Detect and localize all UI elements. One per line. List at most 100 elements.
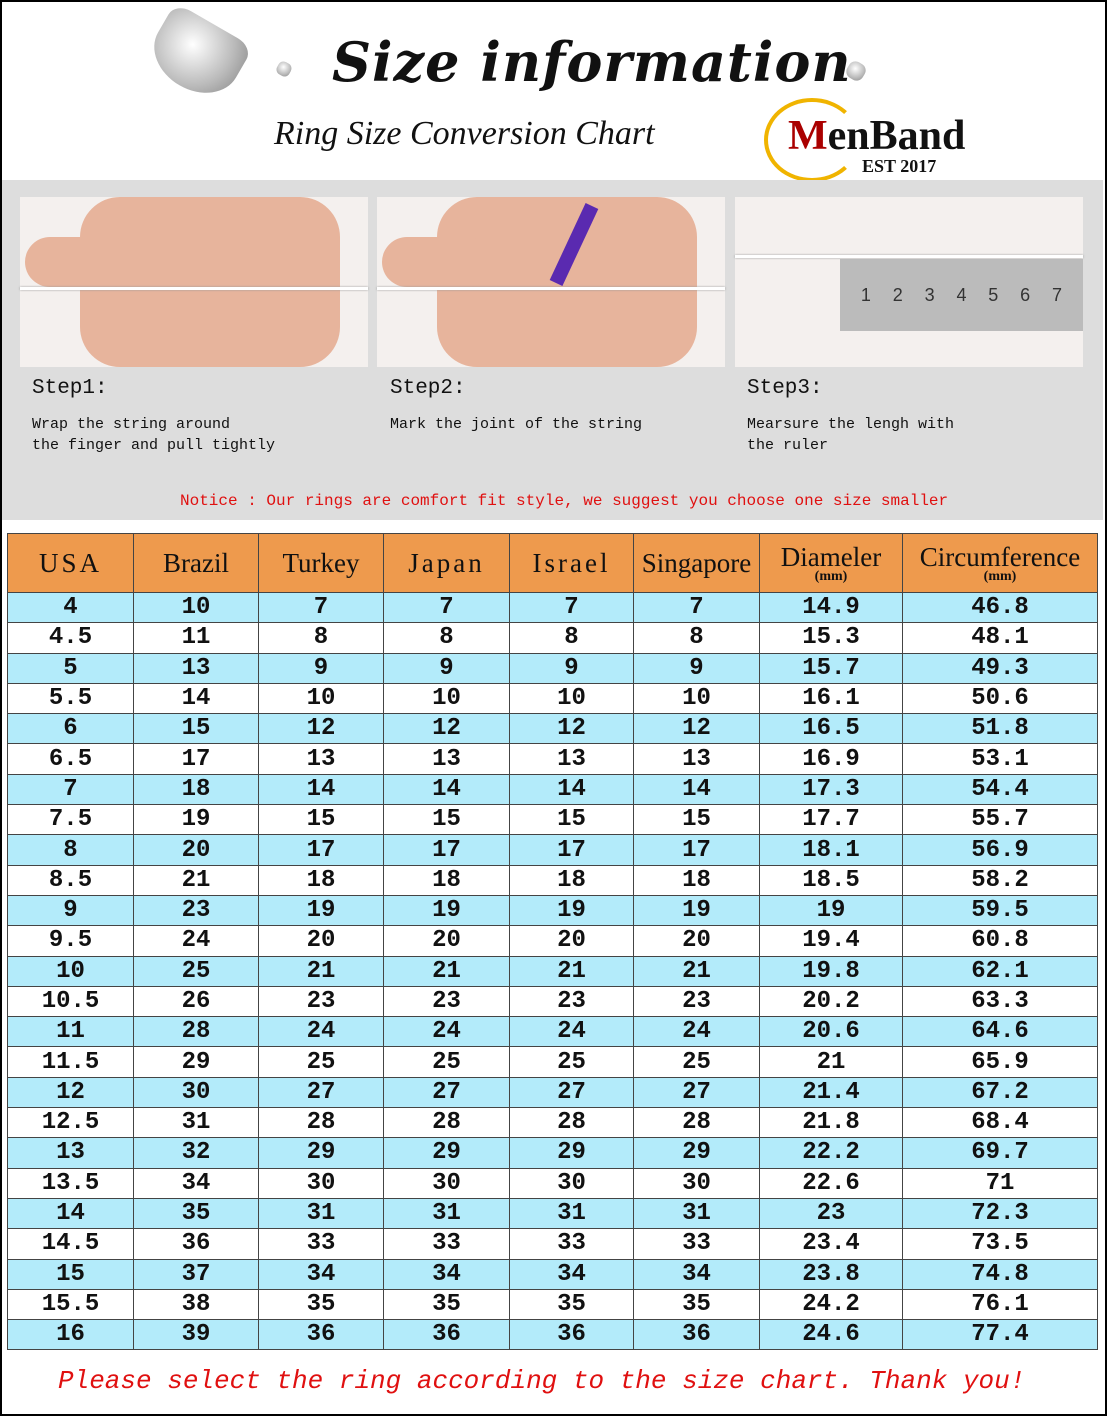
- table-cell: 21: [633, 956, 759, 986]
- table-cell: 25: [133, 956, 258, 986]
- table-cell: 24.2: [759, 1289, 902, 1320]
- table-cell: 5.5: [7, 683, 133, 714]
- table-cell: 8: [383, 623, 509, 653]
- step2-text: Mark the joint of the string: [390, 416, 643, 433]
- table-cell: 29: [133, 1047, 258, 1077]
- table-cell: 14: [7, 1198, 133, 1229]
- column-header-label: Circumference: [919, 542, 1081, 572]
- table-cell: 19: [383, 895, 509, 926]
- table-cell: 5: [7, 653, 133, 683]
- table-row: 7.5 19 15 15 15 15 17.7 55.7: [7, 805, 1098, 836]
- table-cell: 14: [633, 774, 759, 805]
- table-cell: 10: [633, 683, 759, 714]
- table-cell: 20.2: [759, 986, 902, 1017]
- table-cell: 14.5: [7, 1229, 133, 1259]
- table-cell: 36: [383, 1320, 509, 1350]
- table-cell: 16.5: [759, 714, 902, 744]
- table-cell: 18: [133, 774, 258, 805]
- page-subtitle: Ring Size Conversion Chart: [274, 115, 655, 152]
- table-row: 11 28 24 24 24 24 20.6 64.6: [7, 1017, 1098, 1048]
- table-cell: 28: [509, 1108, 633, 1138]
- table-cell: 32: [133, 1138, 258, 1168]
- step1-text: Wrap the string around the finger and pu…: [32, 416, 276, 454]
- table-cell: 28: [383, 1108, 509, 1138]
- table-cell: 31: [258, 1198, 383, 1229]
- table-row: 10 25 21 21 21 21 19.8 62.1: [7, 956, 1098, 987]
- table-cell: 12: [509, 714, 633, 744]
- table-row: 9.5 24 20 20 20 20 19.4 60.8: [7, 926, 1098, 957]
- table-cell: 18: [383, 865, 509, 895]
- table-cell: 31: [509, 1198, 633, 1229]
- table-cell: 29: [633, 1138, 759, 1168]
- table-row: 10.5 26 23 23 23 23 20.2 63.3: [7, 986, 1098, 1018]
- table-cell: 7: [383, 593, 509, 623]
- table-cell: 12: [633, 714, 759, 744]
- table-cell: 6.5: [7, 744, 133, 774]
- table-cell: 19: [633, 895, 759, 926]
- column-header: Japan: [383, 534, 509, 592]
- table-cell: 7: [7, 774, 133, 805]
- ruler-number: 3: [924, 284, 935, 305]
- table-row: 7 18 14 14 14 14 17.3 54.4: [7, 774, 1098, 806]
- column-header: Israel: [509, 534, 633, 592]
- table-cell: 18: [258, 865, 383, 895]
- table-row: 5 13 9 9 9 9 15.7 49.3: [7, 653, 1098, 684]
- table-cell: 34: [633, 1259, 759, 1289]
- table-cell: 33: [258, 1229, 383, 1259]
- column-header-label: Japan: [408, 548, 485, 578]
- table-cell: 24: [509, 1017, 633, 1047]
- table-cell: 30: [633, 1168, 759, 1198]
- table-cell: 9: [258, 653, 383, 683]
- table-cell: 28: [133, 1017, 258, 1047]
- table-cell: 18: [633, 865, 759, 895]
- table-cell: 65.9: [902, 1047, 1098, 1077]
- table-cell: 34: [258, 1259, 383, 1289]
- table-cell: 20: [383, 926, 509, 956]
- table-cell: 8: [633, 623, 759, 653]
- table-row: 13 32 29 29 29 29 22.2 69.7: [7, 1138, 1098, 1169]
- table-row: 5.5 14 10 10 10 10 16.1 50.6: [7, 683, 1098, 715]
- table-cell: 29: [258, 1138, 383, 1168]
- table-cell: 20: [509, 926, 633, 956]
- step2-photo: [377, 197, 725, 367]
- table-cell: 26: [133, 986, 258, 1017]
- table-cell: 13: [133, 653, 258, 683]
- table-cell: 21: [133, 865, 258, 895]
- table-cell: 28: [633, 1108, 759, 1138]
- column-header: Diameler (mm): [759, 534, 902, 592]
- table-cell: 24: [258, 1017, 383, 1047]
- table-cell: 31: [133, 1108, 258, 1138]
- table-cell: 30: [258, 1168, 383, 1198]
- logo-est: EST 2017: [862, 156, 937, 176]
- table-cell: 17: [509, 835, 633, 865]
- table-cell: 19: [133, 805, 258, 835]
- column-header: Singapore: [633, 534, 759, 592]
- table-cell: 13: [258, 744, 383, 774]
- table-cell: 11: [7, 1017, 133, 1047]
- ruler-number: 1: [860, 284, 871, 305]
- table-cell: 19: [509, 895, 633, 926]
- table-row: 4.5 11 8 8 8 8 15.3 48.1: [7, 623, 1098, 654]
- footer-message: Please select the ring according to the …: [58, 1366, 1026, 1396]
- table-cell: 23: [509, 986, 633, 1017]
- table-cell: 68.4: [902, 1108, 1098, 1138]
- table-cell: 14: [509, 774, 633, 805]
- table-cell: 4.5: [7, 623, 133, 653]
- table-cell: 21: [509, 956, 633, 986]
- table-row: 14.5 36 33 33 33 33 23.4 73.5: [7, 1229, 1098, 1260]
- table-cell: 14: [383, 774, 509, 805]
- table-cell: 10.5: [7, 986, 133, 1017]
- table-cell: 14: [258, 774, 383, 805]
- table-cell: 35: [509, 1289, 633, 1320]
- table-cell: 25: [383, 1047, 509, 1077]
- table-row: 9 23 19 19 19 19 19 59.5: [7, 895, 1098, 927]
- table-cell: 31: [633, 1198, 759, 1229]
- table-cell: 27: [383, 1077, 509, 1108]
- table-cell: 13: [383, 744, 509, 774]
- table-row: 11.5 29 25 25 25 25 21 65.9: [7, 1047, 1098, 1078]
- table-cell: 58.2: [902, 865, 1098, 895]
- table-cell: 17: [133, 744, 258, 774]
